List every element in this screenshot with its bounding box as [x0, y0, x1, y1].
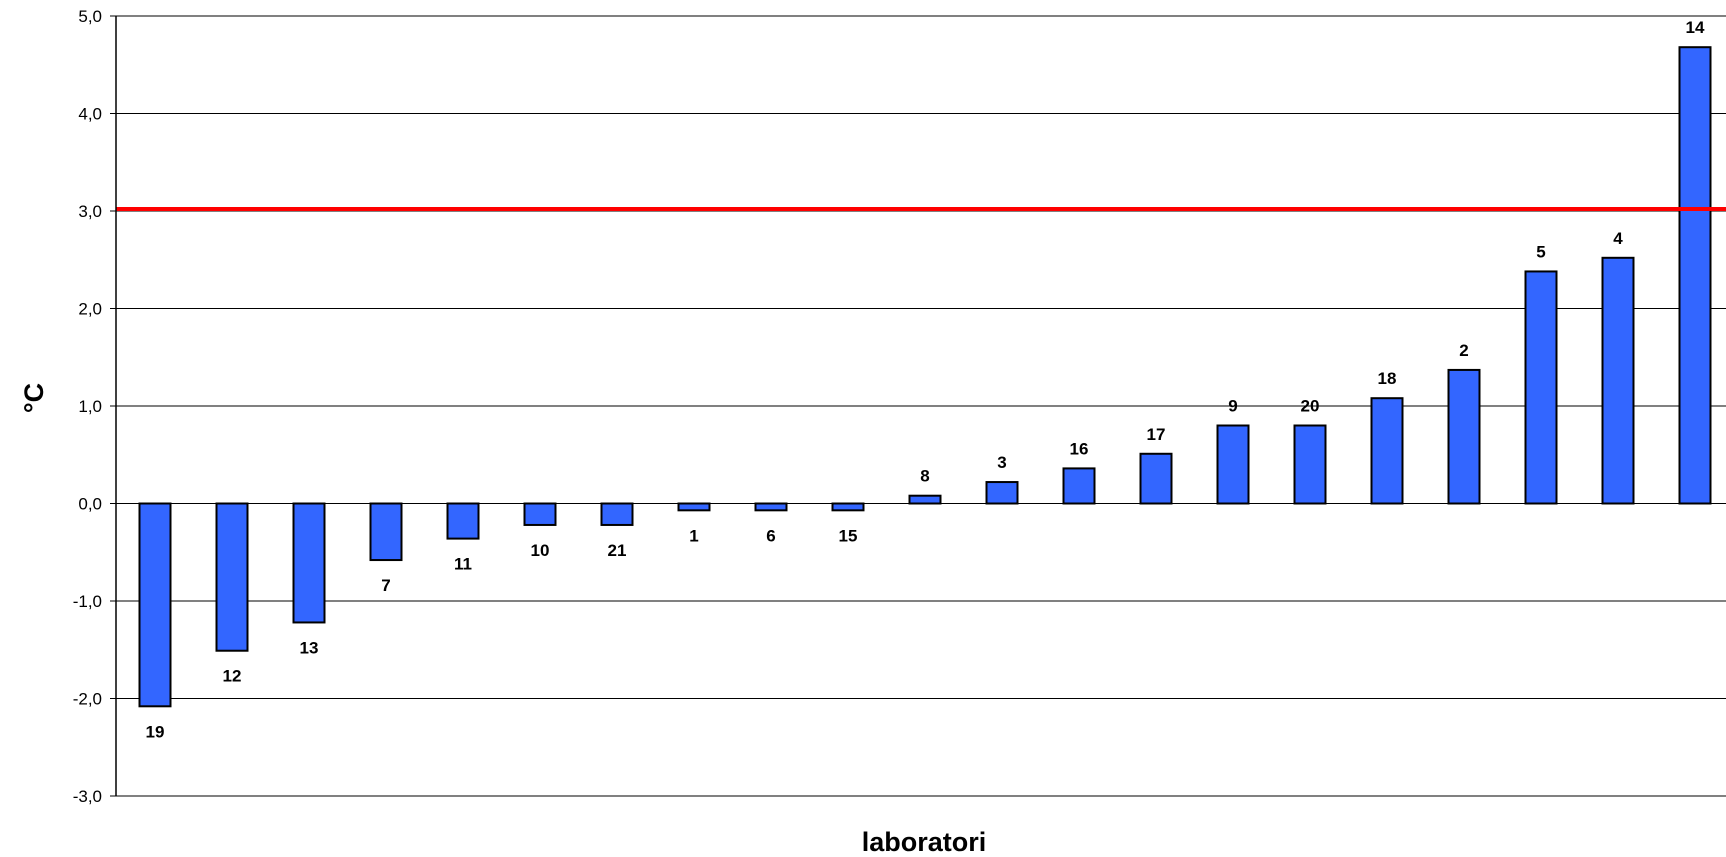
bar-13: [292, 502, 326, 624]
bar-label-12: 12: [223, 667, 242, 686]
bar-17: [1139, 452, 1173, 505]
bar-12: [215, 502, 249, 652]
bar-20: [1293, 424, 1327, 505]
bar-label-5: 5: [1536, 242, 1545, 261]
bar-label-1: 1: [689, 526, 698, 545]
y-tick-label: 5,0: [78, 7, 102, 26]
bar-1: [677, 502, 711, 512]
bar-label-15: 15: [839, 526, 858, 545]
bar-9: [1216, 424, 1250, 505]
y-tick-label: 2,0: [78, 300, 102, 319]
bar-label-10: 10: [531, 541, 550, 560]
bar-label-4: 4: [1613, 229, 1623, 248]
bar-label-7: 7: [381, 576, 390, 595]
bar-21: [600, 502, 634, 526]
bar-4: [1601, 256, 1635, 505]
bar-15: [831, 502, 865, 512]
y-tick-label: 1,0: [78, 397, 102, 416]
y-tick-label: 4,0: [78, 105, 102, 124]
bar-label-11: 11: [454, 555, 472, 574]
bar-label-3: 3: [997, 453, 1006, 472]
y-tick-label: -3,0: [73, 787, 102, 806]
y-axis-ticks: -3,0 -2,0 -1,0 0,0 1,0 2,0 3,0 4,0 5,0: [73, 7, 116, 806]
bars: [138, 46, 1712, 708]
bar-label-2: 2: [1459, 341, 1468, 360]
bar-label-9: 9: [1228, 397, 1237, 416]
bar-label-19: 19: [146, 722, 165, 741]
bar-5: [1524, 270, 1558, 505]
bar-label-20: 20: [1301, 397, 1320, 416]
bar-11: [446, 502, 480, 540]
bar-label-21: 21: [608, 541, 627, 560]
bar-label-18: 18: [1378, 369, 1397, 388]
bar-18: [1370, 397, 1404, 505]
bar-label-14: 14: [1686, 18, 1705, 37]
x-axis-title: laboratori: [862, 827, 987, 857]
bar-19: [138, 502, 172, 708]
bar-6: [754, 502, 788, 512]
y-tick-label: 0,0: [78, 495, 102, 514]
bar-label-8: 8: [920, 467, 929, 486]
bar-3: [985, 481, 1019, 505]
y-tick-label: -1,0: [73, 592, 102, 611]
bar-8: [908, 494, 942, 505]
bar-7: [369, 502, 403, 562]
bar-label-17: 17: [1147, 425, 1166, 444]
bar-label-16: 16: [1070, 439, 1089, 458]
y-tick-label: 3,0: [78, 202, 102, 221]
bar-2: [1447, 368, 1481, 505]
y-axis-title: °C: [19, 383, 49, 413]
y-tick-label: -2,0: [73, 690, 102, 709]
gridlines: [116, 15, 1726, 797]
bar-14: [1678, 46, 1712, 505]
bar-label-13: 13: [300, 638, 319, 657]
bar-10: [523, 502, 557, 526]
bar-label-6: 6: [766, 526, 775, 545]
bar-16: [1062, 467, 1096, 505]
